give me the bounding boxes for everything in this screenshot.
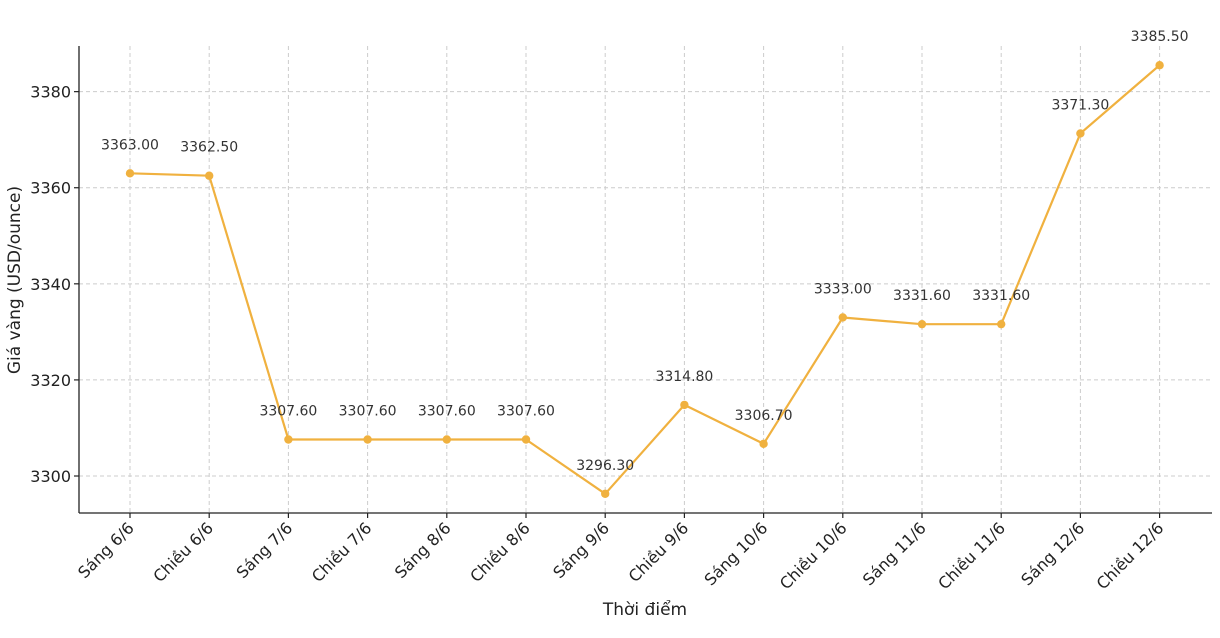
x-tick-label: Sáng 9/6 (549, 518, 613, 582)
x-tick-label: Chiều 9/6 (625, 518, 693, 586)
y-tick-labels: 3300 3320 3340 3360 3380 (30, 83, 79, 486)
data-label: 3363.00 (101, 137, 159, 153)
series-line (129, 64, 1161, 495)
data-label: 3306.70 (735, 408, 793, 424)
data-point (284, 435, 293, 444)
data-label: 3385.50 (1131, 29, 1189, 45)
x-tick-label: Sáng 11/6 (859, 518, 930, 589)
data-point (1155, 61, 1164, 70)
x-tick-labels: Sáng 6/6 Chiều 6/6 Sáng 7/6 Chiều 7/6 Sáng 8… (74, 513, 1167, 593)
data-label: 3296.30 (576, 458, 634, 474)
data-point (363, 435, 372, 444)
data-point (838, 313, 847, 322)
data-point (759, 439, 768, 449)
y-axis-title: Giá vàng (USD/ounce) (5, 186, 25, 374)
x-tick-label: Chiều 8/6 (466, 518, 534, 586)
x-tick-label: Sáng 12/6 (1017, 518, 1088, 589)
data-label: 3307.60 (497, 403, 555, 419)
y-tick-label: 3380 (30, 83, 71, 102)
data-label: 3331.60 (972, 288, 1030, 304)
x-tick-label: Sáng 10/6 (701, 518, 772, 589)
series-gold-price (125, 61, 1164, 498)
data-point (680, 400, 689, 410)
data-label: 3371.30 (1051, 97, 1109, 113)
data-point (917, 319, 927, 329)
y-tick-label: 3300 (30, 467, 71, 486)
x-tick-label: Chiều 12/6 (1093, 518, 1168, 593)
data-label: 3314.80 (655, 369, 713, 385)
data-point (1076, 129, 1085, 138)
y-tick-label: 3340 (30, 275, 71, 294)
x-tick-label: Chiều 6/6 (149, 518, 217, 586)
data-label: 3307.60 (259, 403, 317, 419)
y-tick-label: 3320 (30, 371, 71, 390)
data-point (205, 171, 214, 180)
data-labels: 3363.00 3362.50 3307.60 3307.60 3307.60 3307.… (101, 29, 1189, 474)
data-label: 3333.00 (814, 281, 872, 297)
x-tick-label: Chiều 10/6 (776, 518, 851, 593)
data-point (997, 319, 1006, 329)
data-label: 3331.60 (893, 288, 951, 304)
x-tick-label: Sáng 6/6 (74, 518, 138, 582)
data-label: 3362.50 (180, 140, 238, 156)
x-axis-title: Thời điểm (602, 599, 687, 620)
y-tick-label: 3360 (30, 179, 71, 198)
data-point (601, 489, 610, 498)
x-tick-label: Sáng 7/6 (233, 518, 297, 582)
data-point (521, 435, 531, 444)
axes (78, 46, 1212, 514)
x-tick-label: Chiều 11/6 (934, 518, 1009, 593)
data-label: 3307.60 (339, 403, 397, 419)
grid-lines (79, 46, 1212, 513)
data-label: 3307.60 (418, 403, 476, 419)
x-tick-label: Chiều 7/6 (308, 518, 376, 586)
data-point (442, 435, 451, 444)
x-tick-label: Sáng 8/6 (391, 518, 455, 582)
data-point (125, 169, 135, 178)
